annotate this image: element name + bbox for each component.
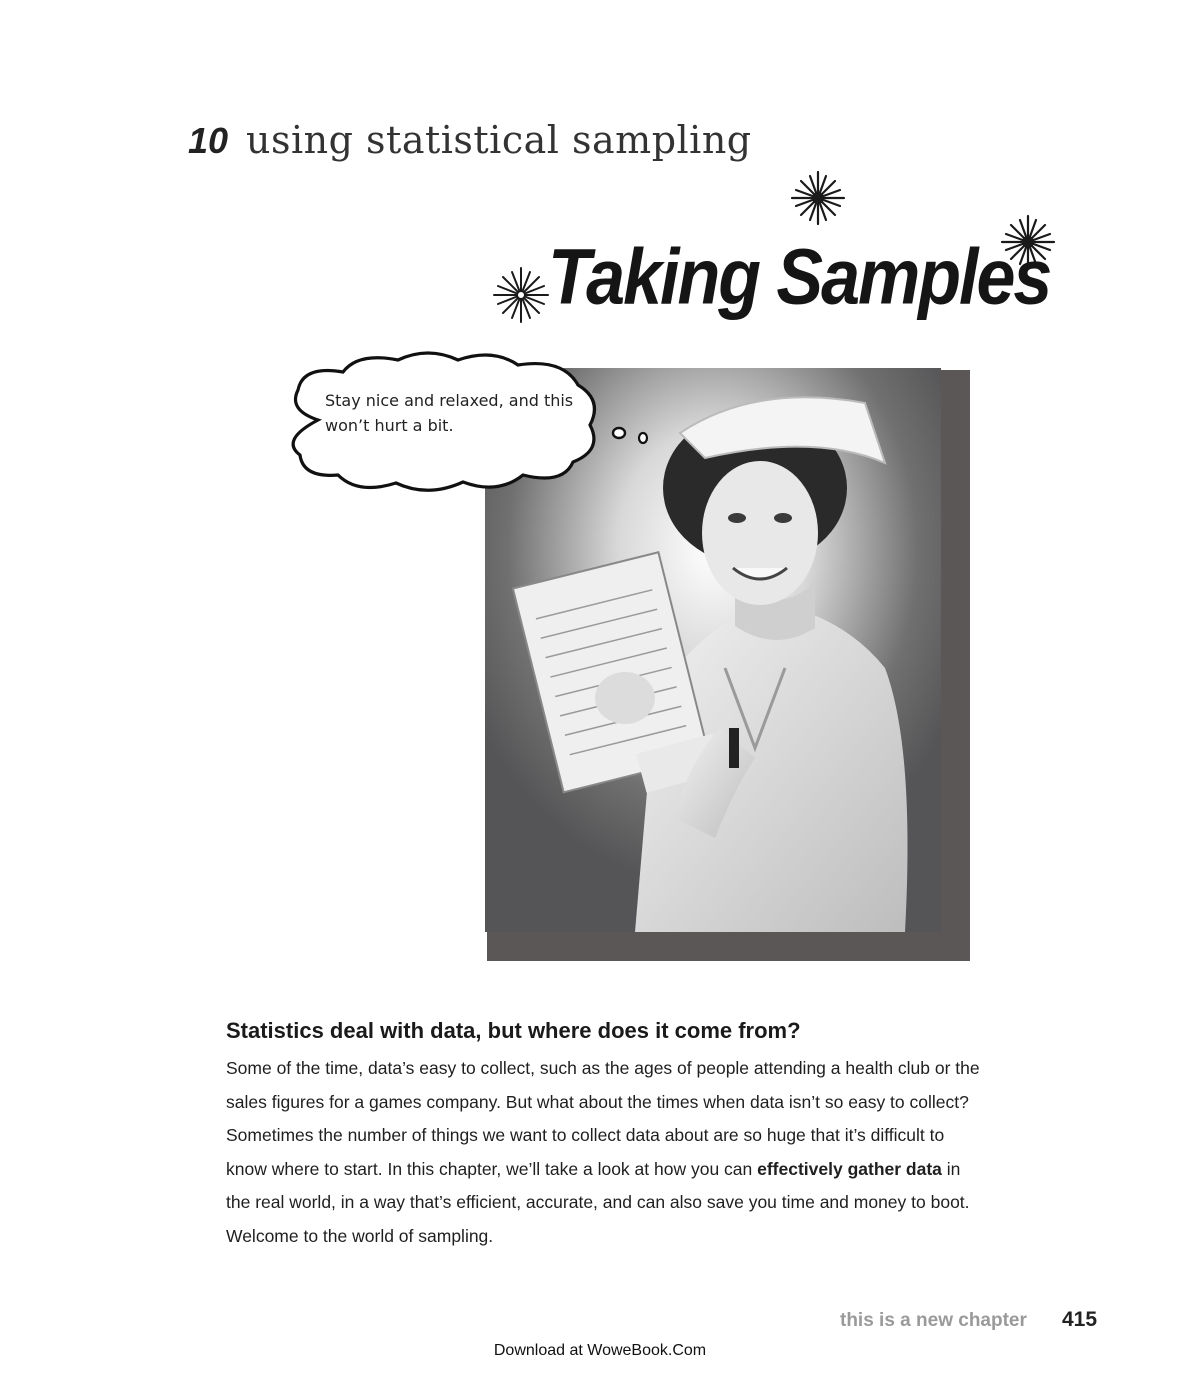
chapter-subtitle: using statistical sampling (246, 118, 752, 162)
paragraph-text: Some of the time, data’s easy to collect… (226, 1058, 980, 1179)
chapter-header: 10 using statistical sampling (188, 118, 752, 178)
thought-bubble-text: Stay nice and relaxed, and this won’t hu… (325, 391, 574, 435)
paragraph-emphasis: effectively gather data (757, 1158, 942, 1179)
sparkle-star-icon (1000, 214, 1056, 270)
thought-dots-icon (611, 426, 649, 445)
chapter-number: 10 (188, 120, 229, 161)
intro-paragraph: Some of the time, data’s easy to collect… (226, 1052, 986, 1254)
thought-bubble (291, 351, 597, 492)
chapter-title: Taking Samples (548, 233, 1052, 321)
download-note: Download at WoweBook.Com (493, 1342, 707, 1359)
paragraph-text: in the real world, in a way that’s effic… (226, 1158, 970, 1246)
sparkle-star-icon (493, 267, 549, 323)
footer-chapter-label: this is a new chapter (840, 1310, 1027, 1331)
page-number: 415 (1062, 1308, 1098, 1331)
section-heading: Statistics deal with data, but where doe… (226, 1018, 801, 1043)
nurse-holding-clipboard-icon (485, 368, 941, 932)
sparkle-star-icon (790, 170, 846, 226)
